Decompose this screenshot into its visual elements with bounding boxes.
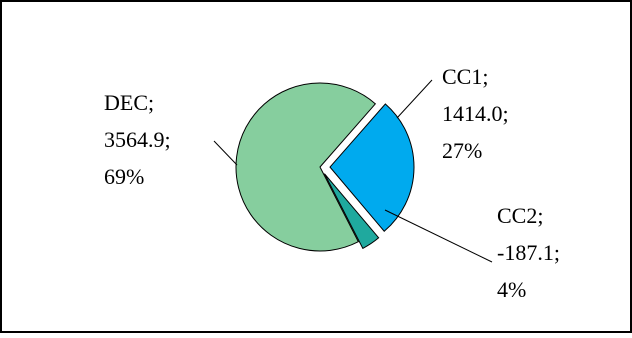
data-label-line: DEC;	[104, 90, 154, 115]
data-label-line: 3564.9;	[104, 127, 171, 152]
data-label-line: 1414.0;	[442, 101, 509, 126]
data-label-line: -187.1;	[497, 240, 560, 265]
data-label-line: 69%	[104, 164, 144, 189]
data-label-line: 27%	[442, 138, 482, 163]
data-label-line: CC1;	[442, 64, 488, 89]
data-label-line: 4%	[497, 277, 526, 302]
data-label-line: CC2;	[497, 203, 543, 228]
